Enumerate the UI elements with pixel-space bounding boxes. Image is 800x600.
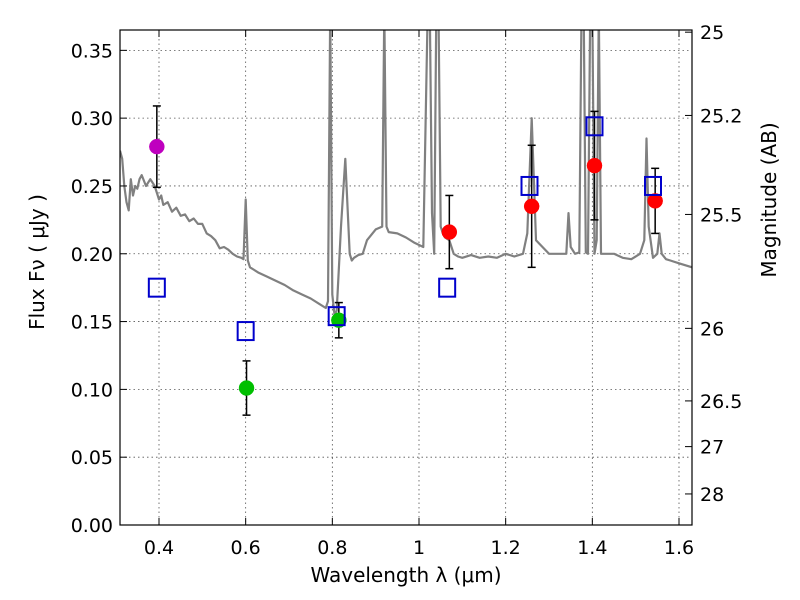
- data-point: [441, 224, 458, 240]
- model-point: [644, 175, 662, 196]
- spectrum-line: [120, 30, 692, 316]
- x-tick-label: 0.8: [317, 537, 347, 559]
- data-point: [331, 312, 347, 328]
- y-tick-label: 0.20: [71, 244, 113, 266]
- plot-frame: [119, 29, 693, 526]
- y-axis-title: Flux Fν ( μJy ): [25, 194, 49, 330]
- x-tick-label: 1.6: [664, 537, 694, 559]
- y-tick-label: 0.35: [71, 40, 113, 62]
- y2-tick-label: 25: [700, 22, 724, 44]
- y2-tick-label: 26.5: [700, 391, 742, 413]
- y2-tick-label: 25.2: [700, 105, 742, 127]
- grid: [120, 30, 692, 525]
- y2-tick-label: 25.5: [700, 204, 742, 226]
- model-point: [147, 277, 166, 298]
- x-tick-label: 1.2: [491, 537, 521, 559]
- y-tick-label: 0.25: [71, 176, 113, 198]
- model-point: [520, 175, 539, 196]
- x-tick-label: 1: [413, 537, 425, 559]
- spectrum-layer: [120, 30, 692, 316]
- x-tick-label: 0.6: [231, 537, 261, 559]
- data-point: [523, 198, 540, 215]
- x-tick-label: 1.4: [577, 537, 607, 559]
- model-point: [327, 306, 346, 327]
- y2-tick-label: 28: [700, 484, 724, 506]
- y2-tick-label: 26: [700, 318, 724, 340]
- y-tick-label: 0.10: [71, 379, 113, 401]
- y-tick-label: 0.30: [71, 108, 113, 130]
- data-point: [149, 138, 165, 155]
- x-axis-title: Wavelength λ (μm): [310, 563, 501, 587]
- y2-axis-title: Magnitude (AB): [757, 122, 781, 277]
- model-point: [236, 321, 255, 342]
- points-layer: [147, 105, 663, 416]
- y-tick-label: 0.00: [71, 515, 113, 537]
- data-point: [238, 380, 255, 396]
- x-tick-label: 0.4: [144, 537, 174, 559]
- axes: 0.4 0.6 0.8 1 1.2 1.4 1.6 0.00 0.05 0.10 0.15 0.20 0…: [71, 22, 743, 559]
- data-point: [586, 157, 603, 174]
- y-tick-label: 0.05: [71, 447, 113, 469]
- model-point: [585, 116, 604, 137]
- y2-tick-label: 27: [700, 437, 724, 459]
- model-point: [438, 277, 457, 298]
- y-tick-label: 0.15: [71, 312, 113, 334]
- data-point: [647, 193, 663, 209]
